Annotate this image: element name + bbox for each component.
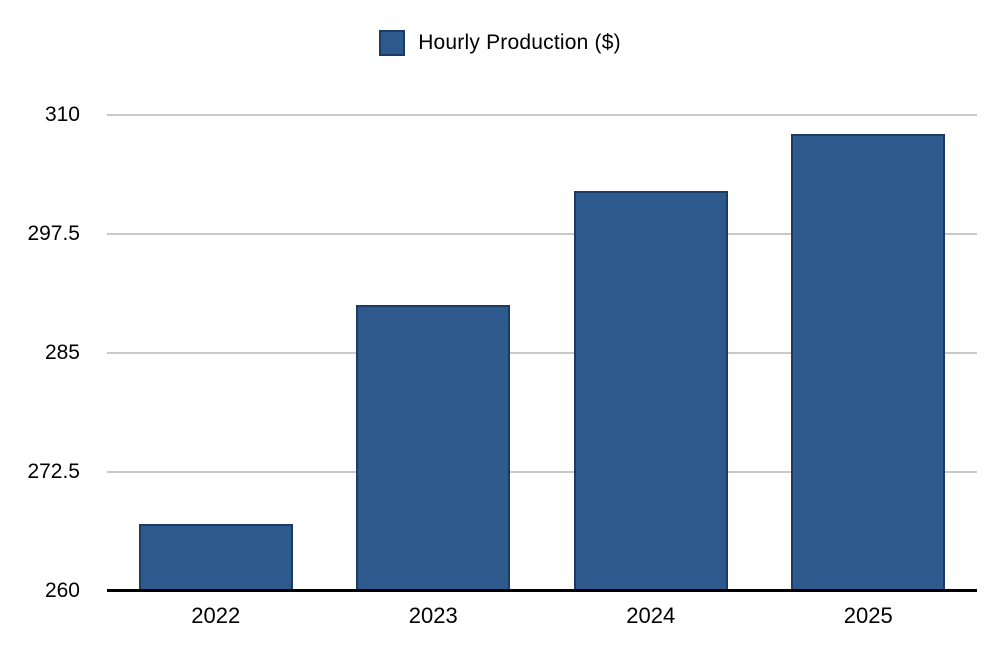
gridline [107,471,977,473]
bar-2024 [573,191,728,591]
x-tick-label: 2022 [191,603,241,628]
y-tick-label: 285 [44,341,80,364]
gridline [107,352,977,354]
gridline [107,233,977,235]
x-axis-labels: 2022 2023 2024 2025 [107,603,977,635]
bar-2022 [138,524,293,591]
y-tick-label: 260 [44,579,80,602]
y-tick-label: 272.5 [27,460,80,483]
x-tick-label: 2024 [626,603,676,628]
plot-area [107,114,977,592]
gridline [107,114,977,116]
y-axis-ticks: 260 272.5 285 297.5 310 [0,104,80,602]
bar-2025 [791,134,946,591]
legend-swatch-icon [379,30,406,56]
x-axis-line [107,589,977,592]
bar-2023 [356,305,511,591]
y-tick-label: 297.5 [27,222,80,245]
x-tick-label: 2025 [843,603,893,628]
x-tick-label: 2023 [408,603,458,628]
legend-label: Hourly Production ($) [418,31,621,54]
chart-legend: Hourly Production ($) [0,30,1000,56]
y-tick-label: 310 [44,103,80,126]
